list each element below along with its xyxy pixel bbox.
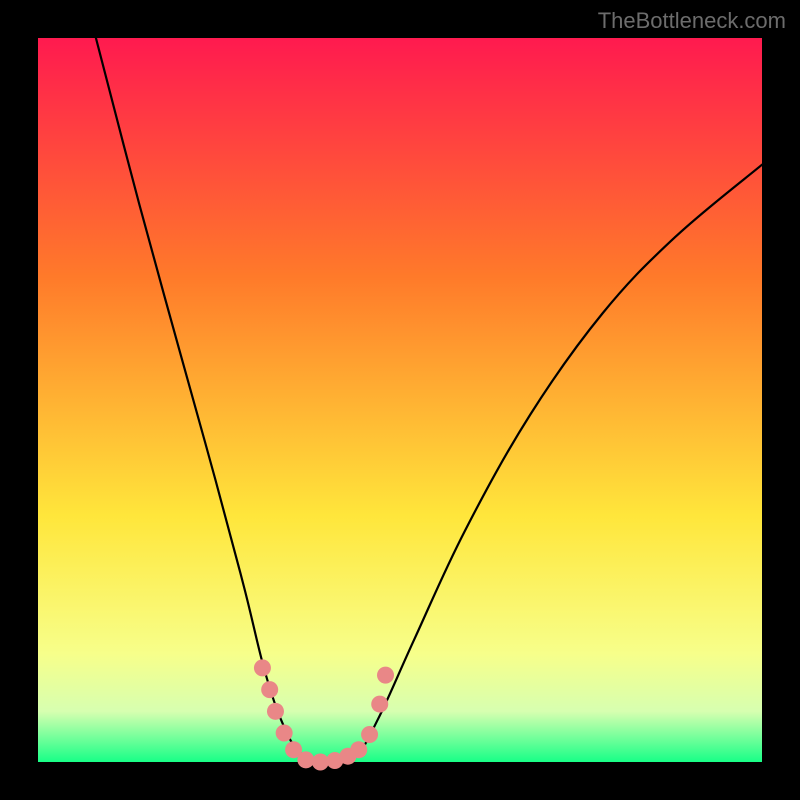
data-markers (254, 659, 394, 770)
data-marker (297, 751, 314, 768)
data-marker (371, 696, 388, 713)
chart-svg (0, 0, 800, 800)
data-marker (267, 703, 284, 720)
data-marker (254, 659, 271, 676)
v-curve-line (96, 38, 762, 762)
watermark-text: TheBottleneck.com (598, 8, 786, 34)
data-marker (261, 681, 278, 698)
data-marker (361, 726, 378, 743)
data-marker (276, 725, 293, 742)
data-marker (377, 667, 394, 684)
data-marker (312, 754, 329, 771)
data-marker (350, 741, 367, 758)
